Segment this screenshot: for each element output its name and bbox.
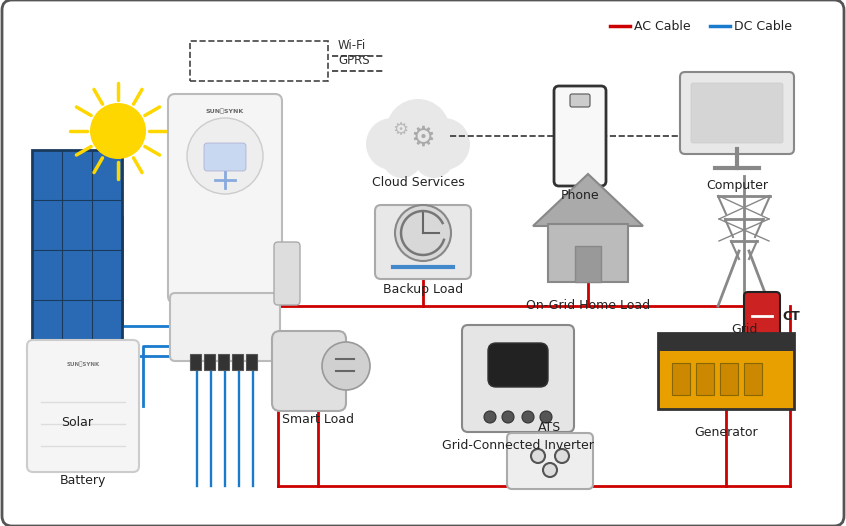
Text: Solar: Solar [61, 416, 93, 429]
FancyBboxPatch shape [27, 340, 139, 472]
FancyBboxPatch shape [204, 143, 246, 171]
FancyBboxPatch shape [462, 325, 574, 432]
FancyBboxPatch shape [375, 205, 471, 279]
Bar [744, 363, 762, 395]
Bar [658, 333, 794, 351]
FancyBboxPatch shape [744, 292, 780, 342]
Text: ⚙: ⚙ [392, 121, 408, 139]
Bar [232, 354, 243, 370]
Circle shape [386, 99, 450, 163]
Text: Grid-Connected Inverter: Grid-Connected Inverter [442, 439, 594, 452]
Circle shape [187, 118, 263, 194]
Text: ⚙: ⚙ [410, 124, 436, 152]
Text: On-Grid Home Load: On-Grid Home Load [526, 299, 650, 312]
Circle shape [522, 411, 534, 423]
Text: Grid: Grid [731, 323, 757, 336]
Circle shape [90, 103, 146, 159]
Circle shape [502, 411, 514, 423]
FancyBboxPatch shape [680, 72, 794, 154]
Circle shape [366, 118, 418, 170]
Circle shape [531, 449, 545, 463]
Text: Phone: Phone [561, 189, 599, 202]
Circle shape [543, 463, 557, 477]
Text: Battery: Battery [60, 474, 107, 487]
FancyBboxPatch shape [488, 343, 548, 387]
Circle shape [382, 138, 422, 178]
Text: CT: CT [782, 309, 799, 322]
Circle shape [414, 138, 454, 178]
FancyBboxPatch shape [570, 94, 590, 107]
Circle shape [540, 411, 552, 423]
Text: Smart Load: Smart Load [282, 413, 354, 426]
FancyBboxPatch shape [272, 331, 346, 411]
Text: SUN⚿SYNK: SUN⚿SYNK [66, 361, 100, 367]
Text: Generator: Generator [695, 426, 758, 439]
Text: Cloud Services: Cloud Services [371, 176, 464, 189]
Polygon shape [533, 174, 643, 226]
Circle shape [555, 449, 569, 463]
Circle shape [395, 205, 451, 261]
Text: DC Cable: DC Cable [734, 19, 792, 33]
Bar [672, 363, 690, 395]
FancyBboxPatch shape [691, 83, 783, 143]
Text: Wi-Fi: Wi-Fi [338, 39, 366, 52]
FancyBboxPatch shape [507, 433, 593, 489]
Bar [658, 333, 794, 409]
Text: ATS: ATS [538, 421, 562, 434]
Text: SUN⚿SYNK: SUN⚿SYNK [206, 108, 244, 114]
FancyBboxPatch shape [170, 293, 280, 361]
Text: GPRS: GPRS [338, 54, 370, 67]
FancyBboxPatch shape [274, 242, 300, 305]
Text: AC Cable: AC Cable [634, 19, 690, 33]
Bar [190, 354, 201, 370]
FancyBboxPatch shape [554, 86, 606, 186]
Bar [548, 224, 628, 282]
Circle shape [418, 118, 470, 170]
Bar [32, 150, 122, 400]
Bar [696, 363, 714, 395]
Text: Computer: Computer [706, 179, 768, 192]
FancyBboxPatch shape [168, 94, 282, 303]
Bar [575, 246, 601, 282]
Circle shape [322, 342, 370, 390]
Text: Backup Load: Backup Load [383, 283, 463, 296]
Circle shape [484, 411, 496, 423]
Bar [204, 354, 215, 370]
Bar [218, 354, 229, 370]
Bar [246, 354, 257, 370]
Bar [720, 363, 738, 395]
